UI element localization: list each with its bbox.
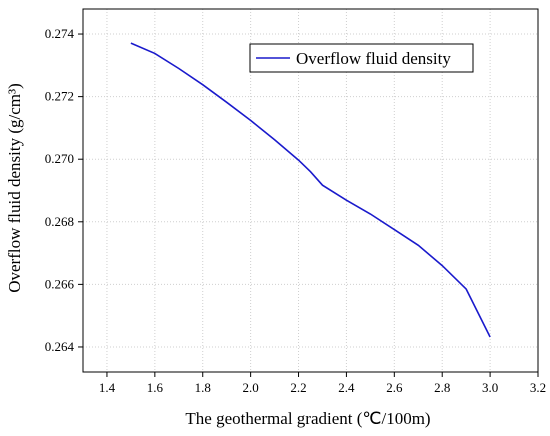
legend: Overflow fluid density [249,43,474,73]
x-tick-label: 2.4 [338,380,355,395]
axis-ticks [78,33,539,377]
y-tick-label: 0.264 [45,339,75,354]
x-tick-label: 1.6 [147,380,164,395]
series-layer [130,42,491,338]
y-tick-label: 0.272 [45,89,74,104]
y-tick-labels: 0.264 0.266 0.268 0.270 0.272 0.274 [45,26,75,354]
x-axis-label: The geothermal gradient (℃/100m) [185,409,430,428]
x-tick-label: 3.2 [530,380,546,395]
x-tick-label: 3.0 [482,380,498,395]
series-line [130,42,491,338]
x-tick-label: 2.8 [434,380,450,395]
x-tick-label: 2.2 [290,380,306,395]
plot-frame [82,8,539,373]
x-tick-label: 1.4 [99,380,116,395]
y-tick-label: 0.266 [45,276,75,291]
x-tick-labels: 1.4 1.6 1.8 2.0 2.2 2.4 2.6 2.8 3.0 3.2 [99,380,546,395]
x-tick-label: 2.6 [386,380,403,395]
y-tick-label: 0.274 [45,26,75,41]
y-axis-label: Overflow fluid density (g/cm³) [5,83,24,293]
legend-label: Overflow fluid density [296,49,451,68]
y-tick-label: 0.268 [45,214,74,229]
x-tick-label: 1.8 [195,380,211,395]
x-tick-label: 2.0 [243,380,259,395]
y-tick-label: 0.270 [45,151,74,166]
